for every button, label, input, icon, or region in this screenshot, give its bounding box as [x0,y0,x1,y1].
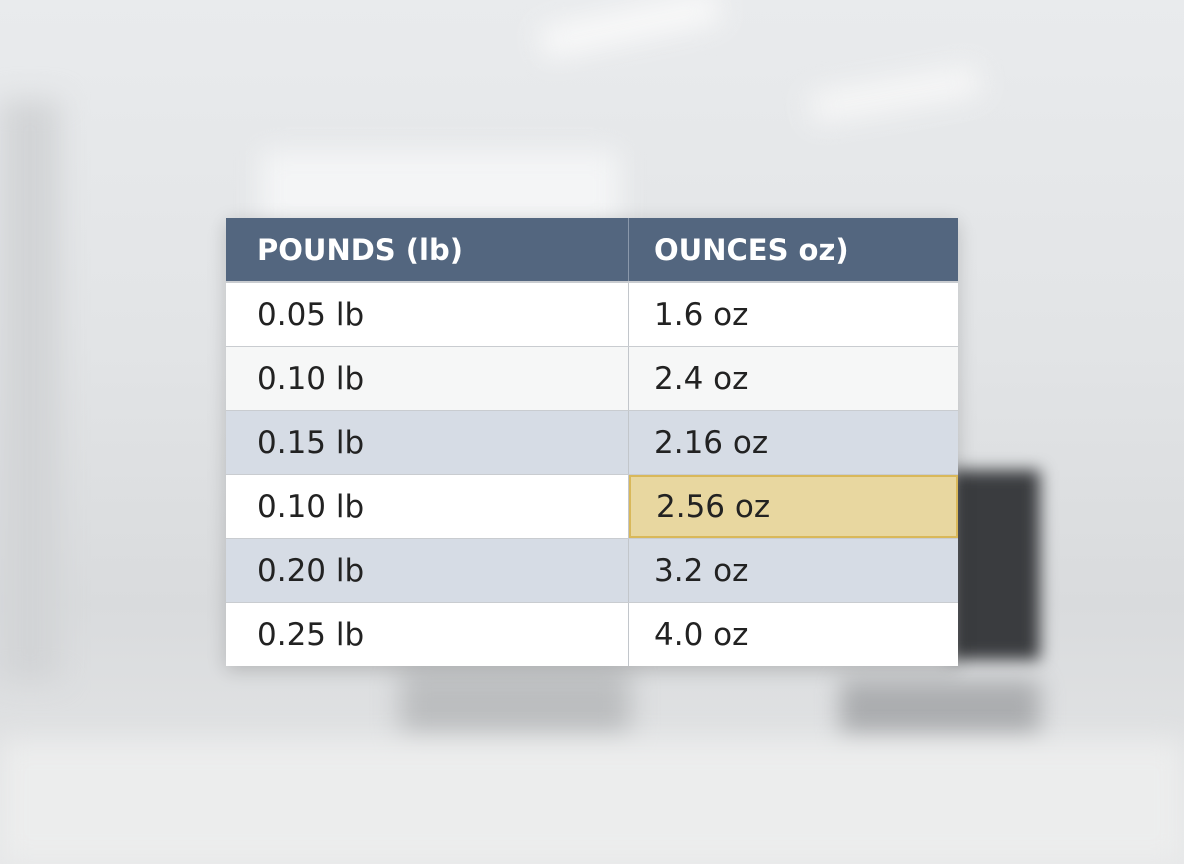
office-chair [950,470,1040,660]
highlighted-ounces-cell: 2.56 oz [629,475,958,538]
conversion-table: POUNDS (lb) OUNCES oz) 0.05 lb 1.6 oz 0.… [226,218,958,666]
pounds-cell: 0.05 lb [226,283,629,346]
pounds-cell: 0.20 lb [226,539,629,602]
pounds-cell: 0.15 lb [226,411,629,474]
table-row: 0.10 lb 2.4 oz [226,347,958,411]
chair-base [400,670,630,740]
pounds-cell: 0.10 lb [226,347,629,410]
ounces-cell: 2.4 oz [654,360,749,397]
pounds-cell: 0.10 lb [226,475,629,538]
chair-base [840,680,1040,740]
ounces-cell: 3.2 oz [654,552,749,589]
ounces-cell: 4.0 oz [654,616,749,653]
pounds-cell: 0.25 lb [226,603,629,666]
header-ounces: OUNCES oz) [654,232,849,267]
wall-left [0,100,60,680]
ceiling-light [808,65,982,123]
table-row: 0.20 lb 3.2 oz [226,539,958,603]
ounces-cell: 1.6 oz [654,296,749,333]
table-row: 0.05 lb 1.6 oz [226,283,958,347]
header-pounds: POUNDS (lb) [226,218,629,281]
table-row: 0.25 lb 4.0 oz [226,603,958,666]
ceiling-light [538,0,722,59]
floor [0,740,1184,864]
table-header: POUNDS (lb) OUNCES oz) [226,218,958,283]
table-row: 0.15 lb 2.16 oz [226,411,958,475]
table-row: 0.10 lb 2.56 oz [226,475,958,539]
window [260,150,620,230]
ounces-cell: 2.16 oz [654,424,769,461]
